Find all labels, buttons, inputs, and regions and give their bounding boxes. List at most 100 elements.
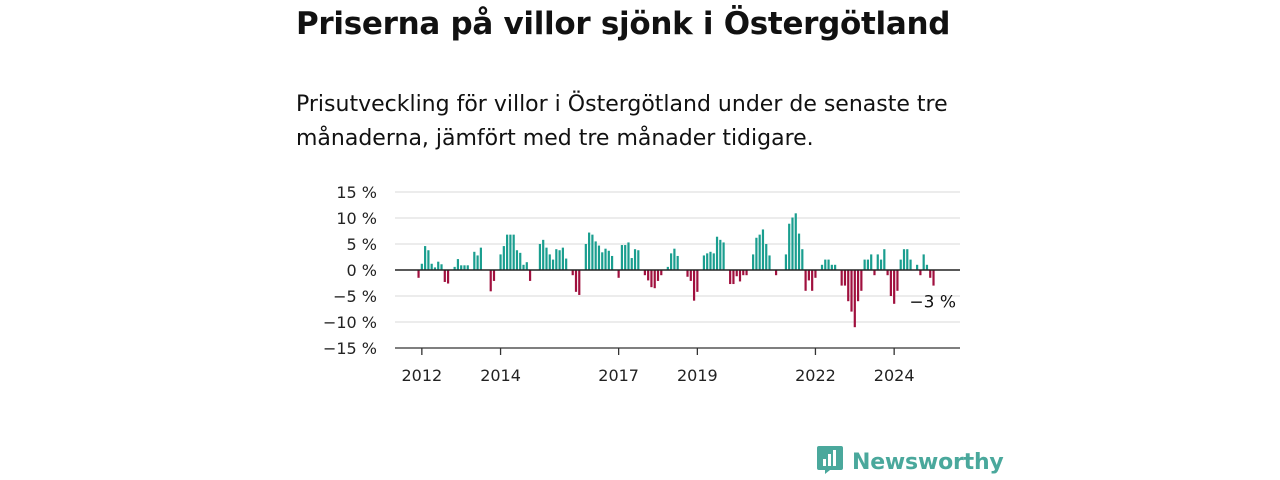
bar [519, 252, 522, 270]
bar [607, 250, 610, 270]
bar [420, 263, 423, 270]
bar [774, 270, 778, 276]
bar [732, 270, 735, 285]
bar [525, 262, 528, 270]
bar [804, 270, 807, 291]
bar [876, 254, 879, 270]
bar [633, 249, 637, 270]
bar [430, 263, 433, 270]
bar [476, 255, 479, 270]
x-tick-labels: 2012 2014 2017 2019 2022 2024 [401, 348, 915, 385]
bar [932, 270, 935, 286]
bar [712, 253, 715, 270]
y-tick-label: 0 % [347, 261, 377, 280]
bar [889, 270, 892, 296]
bar [574, 270, 578, 292]
bar [443, 270, 446, 282]
bar [860, 270, 863, 291]
y-tick-label: −15 % [323, 339, 377, 358]
bar [437, 261, 440, 270]
bar-chart: 15 %10 %5 %0 %−5 %−10 %−15 % 2012 2014 201… [323, 183, 960, 385]
x-axis [395, 269, 960, 349]
bar [591, 234, 594, 270]
bar [502, 246, 505, 270]
bar [597, 245, 601, 270]
bar [473, 251, 476, 270]
bar [656, 270, 660, 281]
bar [761, 229, 765, 270]
bar [807, 270, 810, 281]
bar [440, 264, 443, 270]
bar [512, 234, 515, 270]
bar [637, 250, 640, 270]
bar [653, 270, 656, 289]
bar [925, 264, 929, 270]
bar [660, 270, 663, 276]
bar [709, 251, 712, 270]
bar [676, 255, 679, 270]
bar [561, 247, 564, 270]
bar [584, 244, 587, 270]
bar [424, 246, 427, 270]
bar [830, 264, 833, 270]
bar [722, 242, 725, 270]
bar [489, 270, 492, 292]
bar [446, 270, 450, 284]
bar [594, 241, 597, 270]
bar [558, 250, 561, 270]
bar [515, 250, 519, 270]
bar [853, 270, 856, 328]
brand-logo[interactable]: Newsworthy [816, 446, 1004, 478]
brand-name: Newsworthy [852, 449, 1004, 475]
x-tick-label: 2022 [795, 366, 836, 385]
bar [565, 258, 568, 270]
bar [738, 270, 742, 282]
bars [417, 213, 935, 328]
bar [902, 249, 906, 270]
bar [879, 259, 883, 270]
bar [692, 270, 696, 301]
bar [456, 259, 460, 270]
bar [883, 249, 886, 270]
bar [460, 265, 463, 270]
bar [499, 254, 502, 270]
bar [719, 239, 722, 270]
bar [548, 254, 551, 270]
bar [617, 270, 620, 278]
bar [542, 239, 545, 270]
y-tick-labels: 15 % 10 % 5 % 0 % −5 % −10 % −15 % [323, 183, 377, 358]
bar [824, 259, 827, 270]
bar [522, 264, 525, 270]
bar [571, 270, 574, 276]
bar [922, 254, 925, 270]
bar [627, 242, 630, 270]
bar [929, 270, 932, 278]
bar [463, 265, 466, 270]
bar [797, 233, 801, 270]
bar [509, 234, 512, 270]
bar [643, 270, 646, 276]
bar [742, 270, 745, 276]
bar [492, 270, 496, 281]
bar [801, 249, 804, 270]
x-tick-label: 2017 [598, 366, 639, 385]
bar [689, 270, 692, 281]
bar [650, 270, 653, 288]
bar [899, 259, 902, 270]
bar [916, 264, 919, 270]
x-tick-label: 2024 [874, 366, 915, 385]
x-tick-label: 2012 [401, 366, 442, 385]
bar [896, 270, 899, 291]
y-tick-label: 15 % [336, 183, 377, 202]
x-tick-label: 2014 [480, 366, 521, 385]
bar [729, 270, 732, 285]
bar [427, 250, 430, 270]
bar [755, 237, 758, 270]
bar [765, 244, 768, 270]
bar [847, 270, 850, 302]
bar [850, 270, 853, 312]
bar [745, 270, 748, 276]
bar [715, 236, 719, 270]
bar [538, 244, 542, 270]
bar [647, 270, 650, 281]
